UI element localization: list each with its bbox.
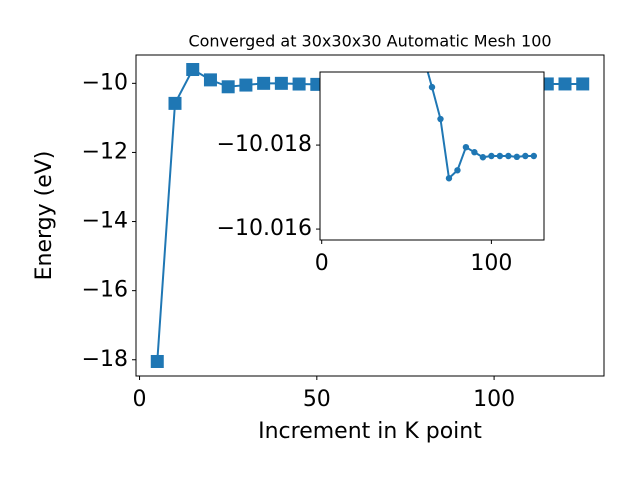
y-tick-label: −16 [82,278,128,303]
x-axis-label: Increment in K point [258,419,482,444]
y-axis-label: Energy (eV) [32,151,57,281]
marker [513,153,521,161]
marker [257,76,271,90]
marker [445,175,453,182]
marker [496,152,504,160]
marker [530,152,538,160]
marker [168,96,182,110]
x-tick-label: 100 [473,387,515,412]
y-tick-label: −10.018 [217,132,312,157]
y-tick-label: −12 [82,139,128,164]
x-tick-label: 50 [303,387,331,412]
marker [428,83,436,91]
x-tick-label: 0 [315,251,329,276]
marker [462,143,470,151]
axes: 0 100 −10.018 −10.016 [217,71,545,276]
x-tick-label: 0 [133,387,147,412]
axes-frame [319,71,545,241]
axes-frame [135,54,605,377]
y-tick-label: −10 [82,70,128,95]
marker [505,152,512,160]
marker [274,76,288,90]
x-tick-label: 100 [470,251,512,276]
marker [150,354,164,368]
plot-area [426,72,538,182]
marker [576,77,590,91]
marker [239,78,253,92]
chart-title: Converged at 30x30x30 Automatic Mesh 100 [188,32,551,51]
marker [522,152,529,160]
y-tick-label: −14 [82,209,128,234]
marker [186,63,200,77]
marker [558,77,572,91]
marker [471,149,478,156]
marker [454,167,461,174]
marker [437,115,444,123]
marker [221,80,235,94]
marker [479,154,487,161]
marker [292,77,306,91]
marker [203,73,217,87]
marker [488,152,495,160]
y-tick-label: −18 [82,347,128,372]
y-tick-label: −10.016 [217,216,312,241]
